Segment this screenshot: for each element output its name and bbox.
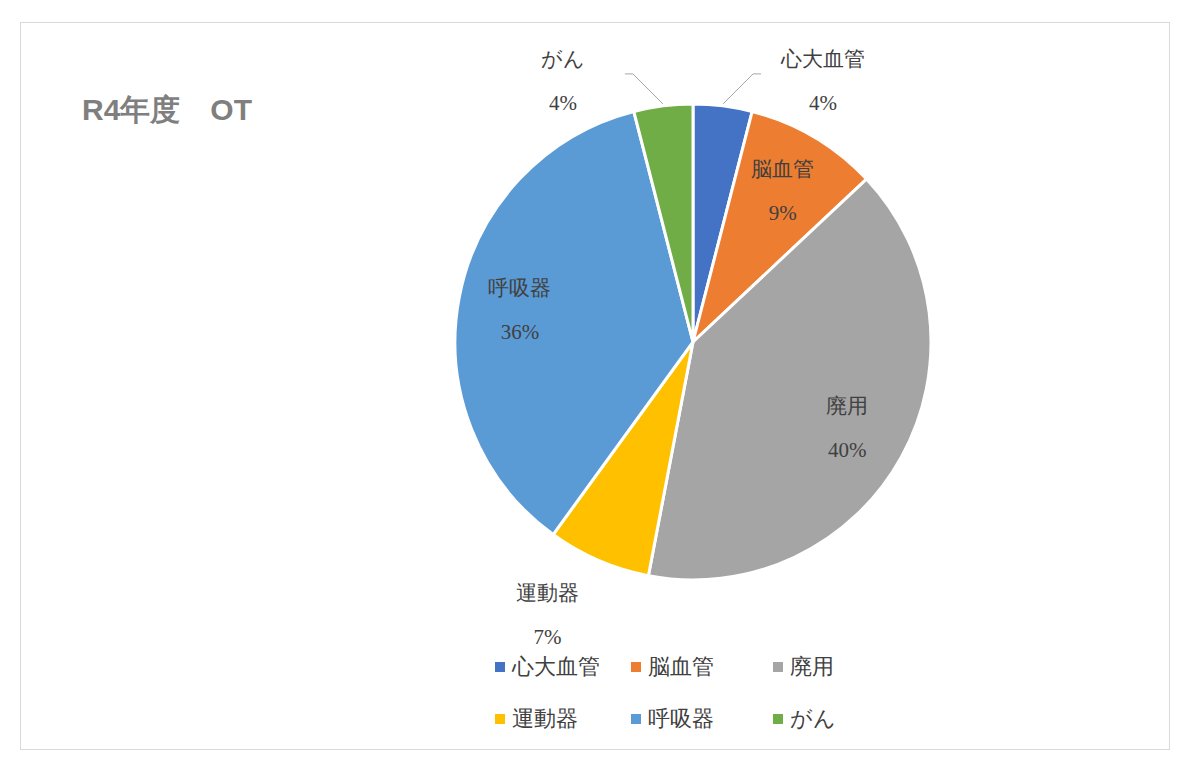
html-text:がん: がん <box>790 706 836 731</box>
svg-text:がん: がん <box>541 47 585 71</box>
svg-text:7%: 7% <box>533 625 561 649</box>
html-text:R4年度 OT: R4年度 OT <box>82 93 252 126</box>
svg-text:心大血管: 心大血管 <box>780 47 865 71</box>
html-text:廃用: 廃用 <box>790 654 834 679</box>
svg-text:4%: 4% <box>549 91 577 115</box>
svg-text:呼吸器: 呼吸器 <box>488 276 551 300</box>
svg-text:脳血管: 脳血管 <box>751 157 814 181</box>
html-text:運動器: 運動器 <box>512 706 578 731</box>
html-text:脳血管: 脳血管 <box>648 654 714 679</box>
svg-text:40%: 40% <box>828 438 867 462</box>
svg-text:9%: 9% <box>769 201 797 225</box>
html-text:心大血管: 心大血管 <box>512 654 600 679</box>
svg-text:廃用: 廃用 <box>826 394 868 418</box>
html-text:呼吸器: 呼吸器 <box>648 706 714 731</box>
svg-text:36%: 36% <box>501 320 540 344</box>
svg-text:4%: 4% <box>809 91 837 115</box>
svg-text:運動器: 運動器 <box>516 581 579 605</box>
